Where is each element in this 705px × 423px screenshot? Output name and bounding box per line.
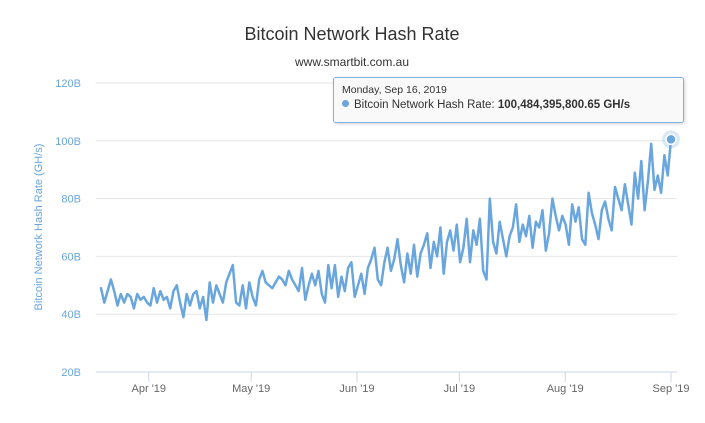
- y-axis-label: Bitcoin Network Hash Rate (GH/s): [33, 144, 45, 311]
- grid-lines: [96, 82, 677, 373]
- x-tick-label: Jun '19: [339, 383, 374, 395]
- y-tick-label: 120B: [55, 78, 81, 90]
- y-axis-ticks: 20B 40B 60B 80B 100B 120B: [55, 78, 81, 379]
- y-tick-label: 100B: [55, 136, 81, 148]
- chart-subtitle: www.smartbit.com.au: [294, 55, 409, 69]
- tooltip-series-dot-icon: [342, 100, 349, 107]
- hover-marker-layer: [662, 130, 680, 149]
- y-tick-label: 40B: [61, 309, 81, 321]
- y-tick-label: 80B: [61, 194, 81, 206]
- tooltip-value: 100,484,395,800.65 GH/s: [497, 99, 631, 111]
- x-tick-label: Sep '19: [653, 383, 690, 395]
- series-line[interactable]: [99, 138, 673, 322]
- chart-title: Bitcoin Network Hash Rate: [244, 24, 459, 44]
- hover-point[interactable]: [665, 133, 677, 146]
- series-layer: [99, 138, 673, 322]
- x-tick-label: Jul '19: [444, 383, 475, 395]
- y-tick-label: 20B: [61, 367, 81, 379]
- y-tick-label: 60B: [61, 251, 81, 263]
- x-axis-ticks: Apr '19 May '19 Jun '19 Jul '19 Aug '19 Sep '…: [132, 372, 690, 395]
- x-tick-label: Aug '19: [547, 383, 584, 395]
- tooltip-date: Monday, Sep 16, 2019: [342, 84, 447, 96]
- tooltip-label: Bitcoin Network Hash Rate:: [354, 99, 495, 111]
- tooltip: Monday, Sep 16, 2019 Bitcoin Network Has…: [333, 77, 684, 123]
- x-tick-label: May '19: [232, 383, 270, 395]
- x-tick-label: Apr '19: [132, 383, 167, 395]
